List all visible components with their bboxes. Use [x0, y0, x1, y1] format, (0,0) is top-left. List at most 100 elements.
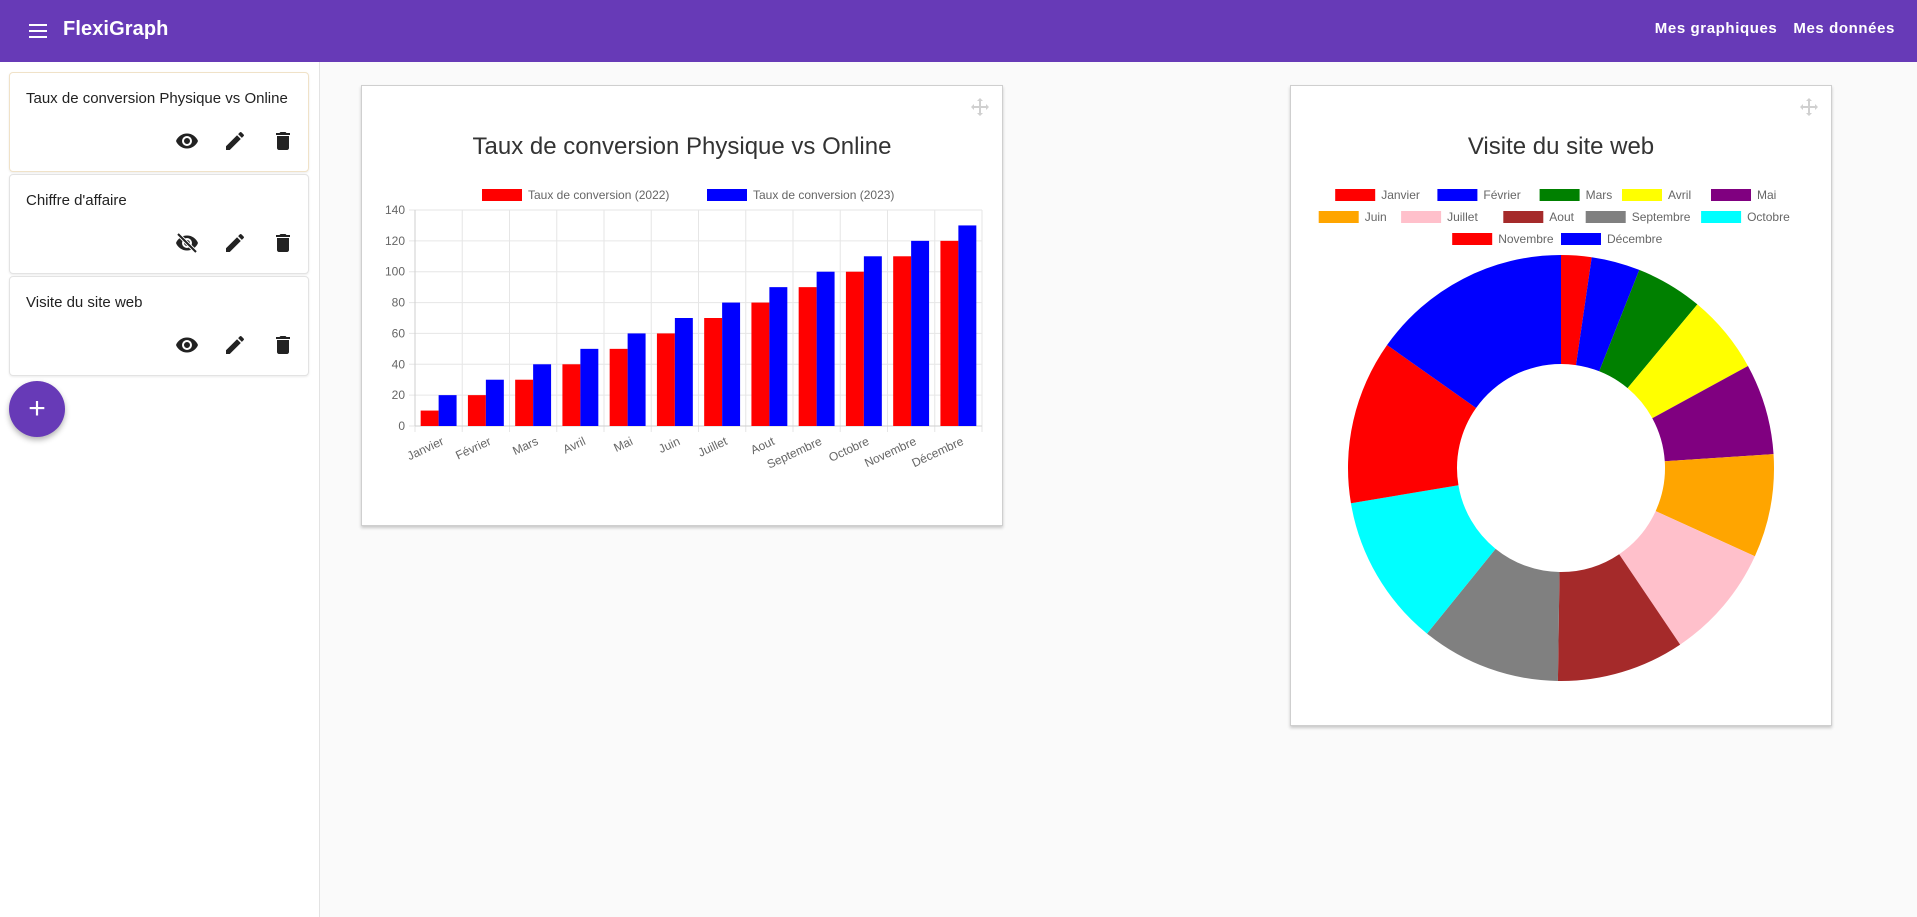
- legend-label: Mars: [1586, 188, 1613, 202]
- bar: [467, 395, 486, 426]
- delete-icon[interactable]: [270, 128, 296, 154]
- bar: [911, 240, 930, 426]
- visibility-icon[interactable]: [174, 128, 200, 154]
- doughnut-slice: [1652, 365, 1774, 462]
- legend-label: Novembre: [1498, 232, 1554, 246]
- doughnut-slice: [1655, 454, 1774, 557]
- chart-list-item[interactable]: Visite du site web: [9, 276, 309, 376]
- bar: [958, 225, 977, 426]
- legend-label: Février: [1483, 188, 1520, 202]
- doughnut-slice: [1561, 255, 1592, 366]
- bar: [798, 287, 817, 426]
- x-tick-label: Mai: [611, 434, 634, 455]
- legend-swatch: [1701, 211, 1742, 223]
- bar: [438, 395, 457, 426]
- drag-handle-icon[interactable]: [970, 98, 990, 118]
- edit-icon[interactable]: [222, 230, 248, 256]
- doughnut-slice: [1627, 304, 1748, 419]
- doughnut-chart: Janvier Février Mars Avril Mai Juin Juillet Aou…: [1318, 188, 1790, 681]
- bar: [845, 271, 864, 426]
- y-tick-label: 20: [392, 388, 406, 402]
- top-nav: Mes graphiques Mes données: [1655, 20, 1895, 37]
- drag-handle-icon[interactable]: [1799, 98, 1819, 118]
- bar: [704, 318, 723, 426]
- y-tick-label: 100: [385, 265, 405, 279]
- y-tick-label: 140: [385, 203, 405, 217]
- doughnut-slice: [1576, 257, 1640, 372]
- legend-swatch: [1318, 211, 1359, 223]
- chart-panel-bar: Taux de conversion Physique vs Online Ta…: [361, 85, 1003, 526]
- y-tick-label: 60: [392, 326, 406, 340]
- legend-label: Décembre: [1607, 232, 1663, 246]
- chart-list-item[interactable]: Chiffre d'affaire: [9, 174, 309, 274]
- nav-link-mes-graphiques[interactable]: Mes graphiques: [1654, 20, 1778, 37]
- chart-list-item-title: Chiffre d'affaire: [26, 192, 127, 209]
- add-chart-button[interactable]: +: [9, 381, 65, 437]
- chart-panel-doughnut: Visite du site web Janvier Février Mars Avr…: [1290, 85, 1832, 726]
- top-app-bar: FlexiGraph Mes graphiques Mes données: [0, 0, 1917, 62]
- chart-list-item[interactable]: Taux de conversion Physique vs Online: [9, 72, 309, 172]
- legend-label: Taux de conversion (2023): [753, 188, 894, 202]
- legend-swatch: [1335, 189, 1376, 201]
- x-tick-label: Janvier: [405, 434, 446, 463]
- legend-swatch: [1401, 211, 1442, 223]
- delete-icon[interactable]: [270, 332, 296, 358]
- legend-swatch: [1561, 233, 1601, 245]
- bar: [627, 333, 646, 426]
- doughnut-slice: [1350, 485, 1496, 634]
- menu-icon[interactable]: [26, 20, 50, 42]
- bar: [863, 256, 882, 426]
- legend-label: Avril: [1668, 188, 1691, 202]
- x-tick-label: Février: [453, 434, 493, 462]
- chart-list-item-actions: [174, 332, 296, 358]
- y-tick-label: 120: [385, 234, 405, 248]
- doughnut-slice: [1619, 511, 1755, 645]
- chart-list-item-actions: [174, 230, 296, 256]
- doughnut-slice: [1557, 554, 1681, 681]
- bar-chart: Taux de conversion (2022) Taux de convers…: [385, 188, 983, 472]
- nav-link-mes-donnees[interactable]: Mes données: [1793, 20, 1895, 37]
- doughnut-slice: [1348, 345, 1477, 504]
- doughnut-slice: [1426, 548, 1560, 681]
- chart-list-item-title: Taux de conversion Physique vs Online: [26, 90, 288, 107]
- chart-list-item-title: Visite du site web: [26, 294, 143, 311]
- legend-swatch: [1539, 189, 1580, 201]
- bar: [940, 240, 959, 426]
- bar: [485, 379, 504, 426]
- app-title: FlexiGraph: [63, 18, 169, 40]
- bar: [722, 302, 741, 426]
- edit-icon[interactable]: [222, 332, 248, 358]
- bar: [580, 348, 599, 426]
- legend-swatch: [1585, 211, 1626, 223]
- legend-label: Juillet: [1447, 210, 1478, 224]
- legend-swatch: [707, 189, 747, 201]
- y-tick-label: 40: [392, 357, 406, 371]
- legend-label: Janvier: [1381, 188, 1420, 202]
- x-tick-label: Avril: [561, 434, 588, 456]
- doughnut-slice: [1387, 255, 1561, 408]
- delete-icon[interactable]: [270, 230, 296, 256]
- chart-title: Visite du site web: [1467, 133, 1655, 160]
- legend-swatch: [1711, 189, 1751, 201]
- legend-label: Octobre: [1747, 210, 1790, 224]
- x-tick-label: Mars: [510, 434, 540, 458]
- x-tick-label: Juin: [656, 434, 682, 456]
- doughnut-slice: [1599, 269, 1698, 389]
- y-tick-label: 0: [398, 419, 405, 433]
- x-tick-label: Juillet: [696, 434, 730, 460]
- x-tick-label: Décembre: [910, 434, 966, 470]
- chart-list-item-actions: [174, 128, 296, 154]
- edit-icon[interactable]: [222, 128, 248, 154]
- x-tick-label: Novembre: [862, 434, 918, 470]
- legend-swatch: [1622, 189, 1662, 201]
- x-tick-label: Septembre: [765, 434, 824, 472]
- legend-swatch: [1503, 211, 1544, 223]
- bar: [420, 410, 439, 426]
- bar: [816, 271, 835, 426]
- bar: [751, 302, 770, 426]
- chart-title: Taux de conversion Physique vs Online: [472, 133, 892, 160]
- visibility-off-icon[interactable]: [174, 230, 200, 256]
- visibility-icon[interactable]: [174, 332, 200, 358]
- legend-label: Taux de conversion (2022): [528, 188, 669, 202]
- legend-swatch: [1437, 189, 1478, 201]
